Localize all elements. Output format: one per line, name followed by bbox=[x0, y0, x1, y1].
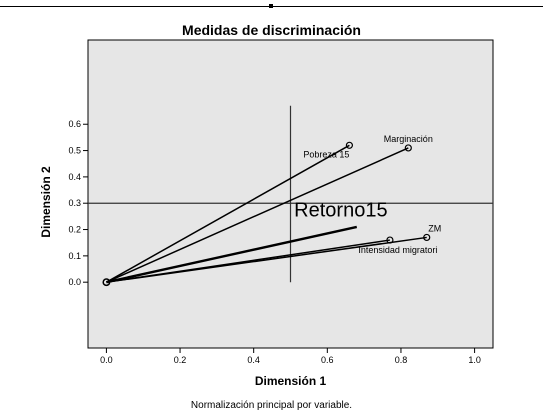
y-tick-label: 0.6 bbox=[68, 119, 81, 129]
y-axis-label: Dimensión 2 bbox=[39, 166, 53, 238]
y-tick-label: 0.3 bbox=[68, 198, 81, 208]
y-tick-label: 0.4 bbox=[68, 172, 81, 182]
data-point bbox=[345, 141, 354, 149]
y-tick-label: 0.2 bbox=[68, 225, 81, 235]
data-point-label: Intensidad migratori bbox=[358, 245, 437, 255]
data-point bbox=[423, 233, 431, 242]
y-tick-label: 0.0 bbox=[68, 277, 81, 287]
y-tick-label: 0.1 bbox=[68, 251, 81, 261]
x-tick-label: 1.0 bbox=[468, 355, 481, 365]
top-border-marker bbox=[269, 4, 273, 8]
x-tick-label: 0.0 bbox=[100, 355, 113, 365]
x-tick-label: 0.6 bbox=[321, 355, 334, 365]
chart-footnote: Normalización principal por variable. bbox=[190, 400, 353, 411]
data-point bbox=[404, 144, 412, 152]
x-axis-label: Dimensión 1 bbox=[254, 374, 327, 388]
data-point-label: ZM bbox=[428, 223, 441, 233]
origin-point bbox=[102, 278, 111, 287]
x-tick-label: 0.2 bbox=[174, 355, 187, 365]
data-point-label: Marginación bbox=[384, 134, 433, 144]
y-tick-label: 0.5 bbox=[68, 146, 81, 156]
x-tick-label: 0.4 bbox=[247, 355, 260, 365]
annotation-retorno15: Retorno15 bbox=[294, 199, 387, 221]
series-line bbox=[106, 147, 409, 283]
chart-title: Medidas de discriminación bbox=[182, 22, 361, 38]
x-tick-label: 0.8 bbox=[395, 355, 408, 365]
series-line bbox=[106, 239, 391, 283]
series-line-retorno15 bbox=[106, 225, 358, 284]
data-point-label: Pobreza 15 bbox=[303, 149, 349, 159]
data-point bbox=[386, 236, 394, 244]
series-line bbox=[106, 144, 350, 283]
